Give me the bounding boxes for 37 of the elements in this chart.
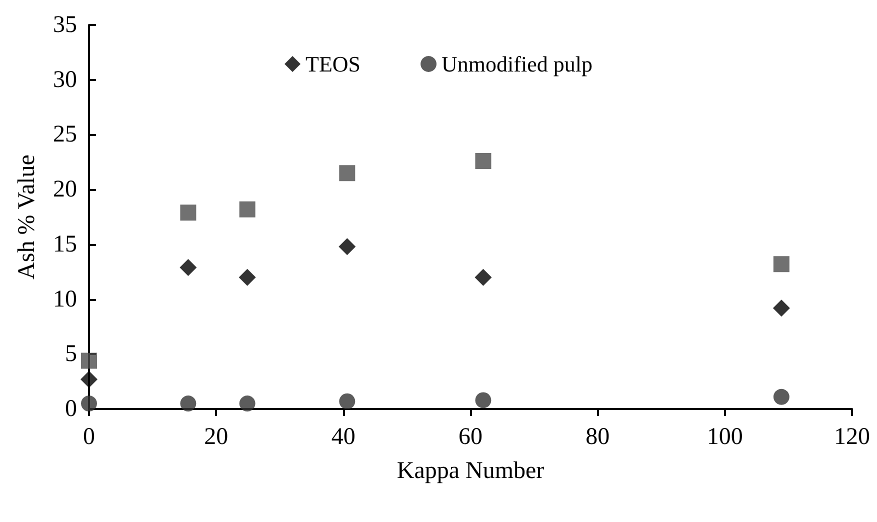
x-tick-label: 0 xyxy=(83,424,95,450)
point xyxy=(80,370,98,388)
point xyxy=(475,153,492,170)
legend-label: Unmodified pulp xyxy=(442,52,592,76)
point xyxy=(180,396,196,412)
point xyxy=(773,388,790,405)
point xyxy=(180,258,197,276)
point xyxy=(338,238,356,256)
point xyxy=(81,396,97,412)
point xyxy=(772,300,790,317)
x-axis-title: Kappa Number xyxy=(396,458,544,484)
x-tick-label: 60 xyxy=(458,424,482,450)
x-tick-label: 20 xyxy=(204,424,228,450)
y-tick-label: 5 xyxy=(65,341,77,368)
point xyxy=(339,165,356,182)
x-tick-label: 100 xyxy=(706,424,743,450)
y-axis-title: Ash % Value xyxy=(14,154,40,280)
y-tick-label: 15 xyxy=(53,231,77,258)
y-tick-label: 30 xyxy=(53,66,77,93)
point xyxy=(475,392,492,408)
point xyxy=(81,352,97,369)
y-tick-label: 0 xyxy=(65,396,77,422)
y-tick-label: 10 xyxy=(53,286,77,312)
x-tick-label: 80 xyxy=(586,424,610,450)
legend-label: TEOS xyxy=(306,52,361,76)
y-tick-label: 20 xyxy=(53,176,77,203)
point xyxy=(773,256,790,272)
point xyxy=(239,201,256,218)
point xyxy=(180,204,196,221)
y-tick-label: 25 xyxy=(53,122,77,148)
x-tick-label: 40 xyxy=(331,424,356,450)
point xyxy=(339,393,356,410)
x-tick-label: 120 xyxy=(834,424,870,450)
point xyxy=(239,396,256,412)
point xyxy=(474,268,492,286)
point xyxy=(238,268,256,286)
y-tick-label: 35 xyxy=(53,12,77,38)
